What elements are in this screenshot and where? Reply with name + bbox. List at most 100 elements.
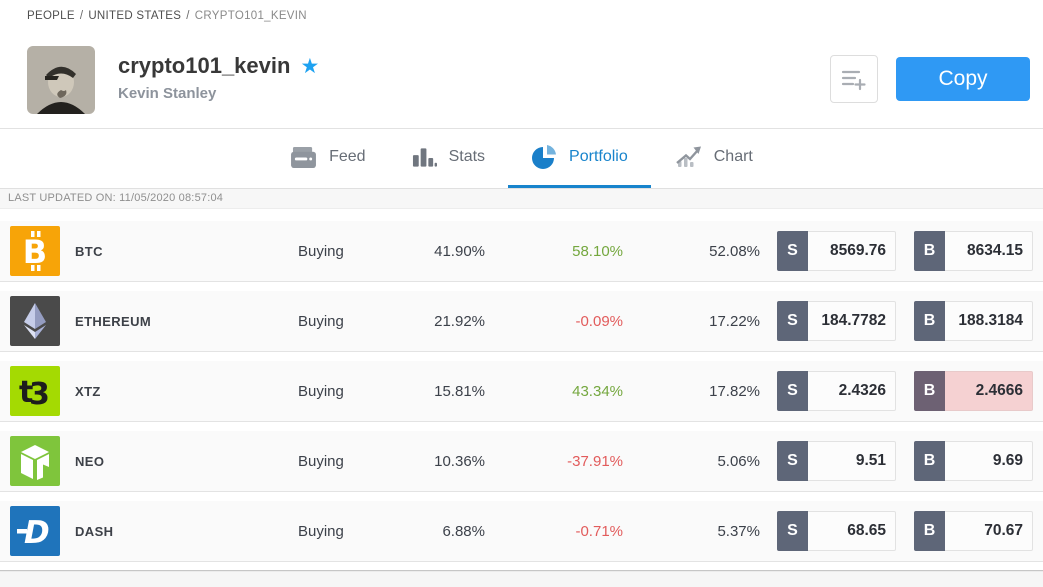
value-pct: 52.08% [709,242,760,260]
last-updated-bar: LAST UPDATED ON: 11/05/2020 08:57:04 [0,188,1043,209]
table-row-neo[interactable]: NEO Buying 10.36% -37.91% 5.06% S 9.51 B… [0,431,1043,492]
add-to-watchlist-icon [841,70,866,91]
sell-price: 68.65 [808,511,896,551]
svg-text:B: B [23,233,47,271]
breadcrumb-separator: / [186,10,190,22]
buy-price: 2.4666 [945,371,1033,411]
stats-icon [412,148,437,167]
invested-pct: 6.88% [442,522,485,540]
bottom-divider [0,570,1043,587]
value-pct: 5.06% [717,452,760,470]
profit-pct: 58.10% [572,242,623,260]
sell-button[interactable]: S 9.51 [777,441,896,481]
copy-button[interactable]: Copy [896,57,1030,101]
action-label: Buying [298,452,344,470]
sell-price: 184.7782 [808,301,896,341]
btc-icon: B [10,226,60,276]
sell-tag: S [777,231,808,271]
tab-portfolio-label: Portfolio [569,148,628,165]
tab-feed[interactable]: Feed [267,129,388,188]
sell-tag: S [777,511,808,551]
sell-price: 2.4326 [808,371,896,411]
buy-price: 188.3184 [945,301,1033,341]
profit-pct: -0.09% [575,312,623,330]
svg-text:D: D [24,515,50,551]
pie-icon [532,145,557,169]
instrument-symbol[interactable]: ETHEREUM [75,313,152,329]
instrument-symbol[interactable]: DASH [75,523,114,539]
add-to-watchlist-button[interactable] [830,55,878,103]
neo-icon [10,436,60,486]
svg-text:t: t [19,375,33,410]
sell-price: 8569.76 [808,231,896,271]
chart-icon [675,146,701,167]
tab-chart[interactable]: Chart [651,129,776,188]
profit-pct: -0.71% [575,522,623,540]
buy-button-highlighted[interactable]: B 2.4666 [914,371,1033,411]
invested-pct: 21.92% [434,312,485,330]
invested-pct: 15.81% [434,382,485,400]
ethereum-icon [10,296,60,346]
feed-icon [291,146,317,168]
action-label: Buying [298,242,344,260]
buy-price: 8634.15 [945,231,1033,271]
buy-tag: B [914,231,945,271]
buy-tag: B [914,371,945,411]
buy-button[interactable]: B 9.69 [914,441,1033,481]
action-label: Buying [298,312,344,330]
instrument-symbol[interactable]: BTC [75,243,103,259]
buy-tag: B [914,301,945,341]
breadcrumb-current: CRYPTO101_KEVIN [194,10,307,22]
breadcrumb-people[interactable]: PEOPLE [27,10,75,22]
breadcrumb-country[interactable]: UNITED STATES [88,10,182,22]
instrument-symbol[interactable]: XTZ [75,383,101,399]
table-row-btc[interactable]: B BTC Buying 41.90% 58.10% 52.08% S 8569… [0,221,1043,282]
tab-portfolio[interactable]: Portfolio [508,129,651,188]
sell-tag: S [777,371,808,411]
value-pct: 5.37% [717,522,760,540]
tab-stats-label: Stats [448,148,486,165]
buy-tag: B [914,511,945,551]
action-label: Buying [298,522,344,540]
value-pct: 17.82% [709,382,760,400]
value-pct: 17.22% [709,312,760,330]
invested-pct: 41.90% [434,242,485,260]
sell-button[interactable]: S 68.65 [777,511,896,551]
tab-bar: Feed Stats Portfolio [0,129,1043,188]
sell-button[interactable]: S 8569.76 [777,231,896,271]
invested-pct: 10.36% [434,452,485,470]
profit-pct: -37.91% [567,452,623,470]
profit-pct: 43.34% [572,382,623,400]
breadcrumb-separator: / [79,10,84,22]
action-label: Buying [298,382,344,400]
instrument-symbol[interactable]: NEO [75,453,105,469]
header-divider [0,128,1043,129]
table-row-xtz[interactable]: t 3 XTZ Buying 15.81% 43.34% 17.82% S 2.… [0,361,1043,422]
tab-stats[interactable]: Stats [389,129,508,188]
page-title-username: crypto101_kevin [118,53,291,78]
buy-price: 9.69 [945,441,1033,481]
table-row-dash[interactable]: D DASH Buying 6.88% -0.71% 5.37% S 68.65… [0,501,1043,562]
star-icon[interactable]: ★ [300,54,320,78]
buy-button[interactable]: B 70.67 [914,511,1033,551]
avatar[interactable] [27,46,95,114]
svg-text:3: 3 [29,377,50,412]
breadcrumb: PEOPLE / UNITED STATES / CRYPTO101_KEVIN [27,10,307,22]
buy-button[interactable]: B 188.3184 [914,301,1033,341]
sell-button[interactable]: S 184.7782 [777,301,896,341]
sell-tag: S [777,301,808,341]
xtz-icon: t 3 [10,366,60,416]
buy-tag: B [914,441,945,481]
tab-chart-label: Chart [713,148,753,165]
sell-tag: S [777,441,808,481]
buy-price: 70.67 [945,511,1033,551]
portfolio-table: B BTC Buying 41.90% 58.10% 52.08% S 8569… [0,221,1043,571]
tab-feed-label: Feed [329,148,366,165]
sell-button[interactable]: S 2.4326 [777,371,896,411]
buy-button[interactable]: B 8634.15 [914,231,1033,271]
avatar-photo [27,46,95,114]
full-name: Kevin Stanley [118,85,217,102]
dash-icon: D [10,506,60,556]
table-row-ethereum[interactable]: ETHEREUM Buying 21.92% -0.09% 17.22% S 1… [0,291,1043,352]
